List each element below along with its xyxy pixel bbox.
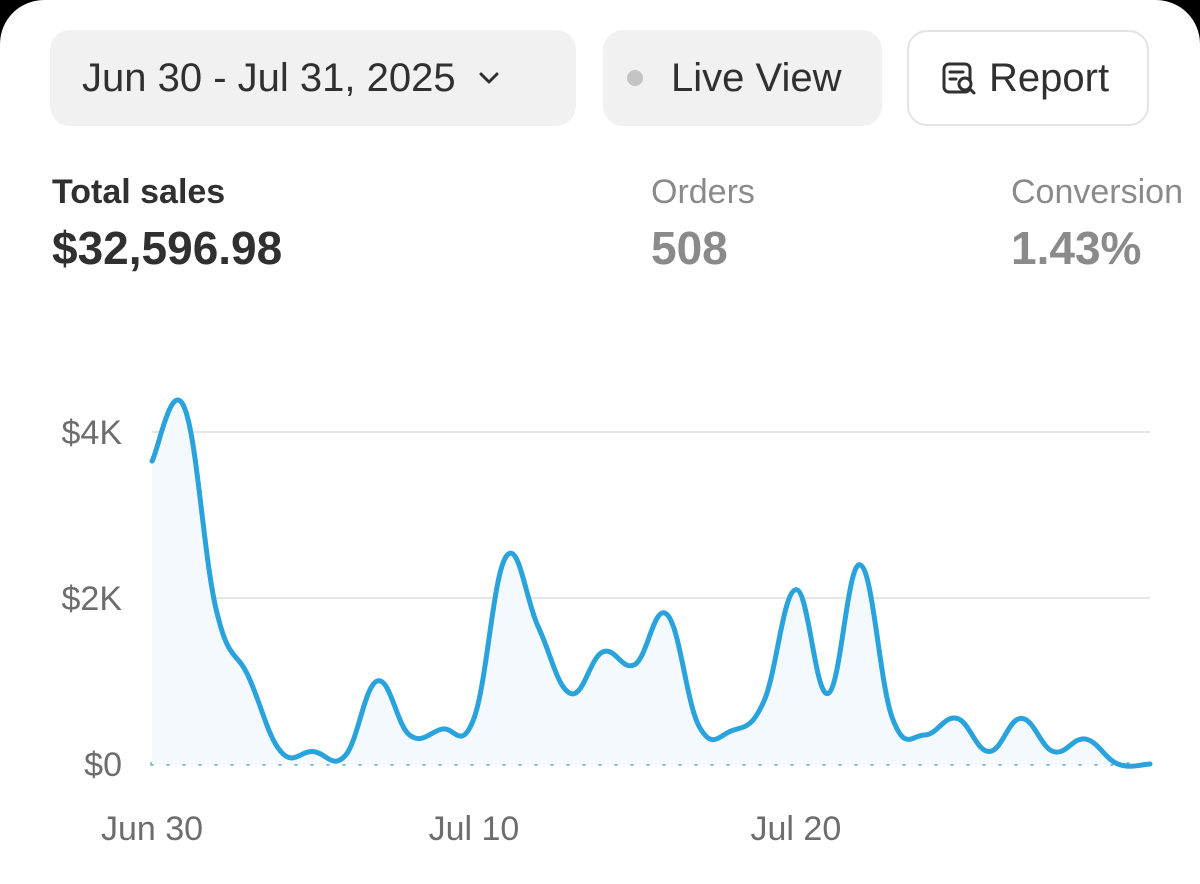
metric-total-sales[interactable]: Total sales $32,596.98 — [52, 172, 282, 276]
sales-series-line — [149, 397, 1153, 769]
metric-orders[interactable]: Orders 508 — [651, 172, 755, 276]
date-range-label: Jun 30 - Jul 31, 2025 — [82, 55, 456, 100]
report-button[interactable]: Report — [907, 30, 1149, 126]
report-label: Report — [989, 55, 1110, 100]
live-view-label: Live View — [671, 55, 842, 100]
live-view-button[interactable]: Live View — [603, 30, 882, 126]
chevron-down-icon — [478, 71, 500, 85]
x-tick-label: Jul 10 — [429, 810, 520, 848]
x-tick-label: Jun 30 — [101, 810, 203, 848]
metric-value: 1.43% — [1011, 222, 1142, 274]
y-tick-label: $2K — [62, 580, 123, 618]
y-tick-label: $0 — [84, 746, 122, 784]
metric-label: Total sales — [52, 173, 226, 211]
metric-value: 508 — [651, 222, 728, 274]
report-search-icon — [939, 58, 979, 98]
y-tick-label: $4K — [62, 414, 123, 452]
x-tick-label: Jul 20 — [751, 810, 842, 848]
metric-label: Orders — [651, 173, 755, 211]
metric-label: Conversion — [1011, 173, 1183, 211]
metric-conversion[interactable]: Conversion 1.43% — [1011, 172, 1183, 276]
series-area-fill — [152, 399, 1150, 767]
live-status-dot-icon — [627, 70, 643, 86]
date-range-button[interactable]: Jun 30 - Jul 31, 2025 — [50, 30, 576, 126]
metric-value: $32,596.98 — [52, 222, 283, 274]
